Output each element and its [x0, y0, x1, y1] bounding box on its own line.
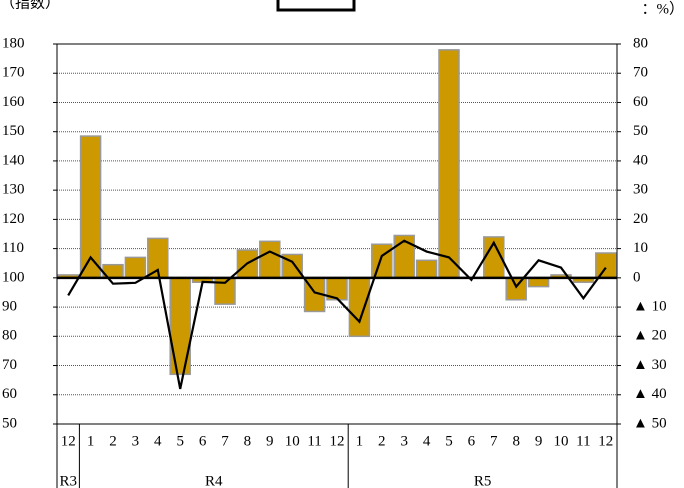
bar [595, 252, 617, 279]
y2-tick-label: 0 [633, 269, 641, 285]
plot-frame [56, 43, 618, 425]
y-tick-label: 60 [2, 386, 17, 402]
bar [438, 49, 460, 279]
x-tick-label: 4 [154, 433, 162, 449]
x-tick-label: 12 [330, 433, 345, 449]
x-tick-label: 11 [576, 433, 590, 449]
bar [505, 277, 527, 301]
x-tick-label: 10 [554, 433, 569, 449]
y-tick-label: 160 [2, 94, 25, 110]
x-tick-label: 4 [423, 433, 431, 449]
y2-tick-label: ▲ 20 [633, 328, 667, 344]
y-tick-label: 130 [2, 182, 25, 198]
y-tick-label: 180 [2, 35, 25, 51]
y-tick-label: 80 [2, 328, 17, 344]
y2-tick-label: ▲ 30 [633, 357, 667, 373]
y2-tick-label: ▲ 40 [633, 386, 667, 402]
y2-tick-label: 50 [633, 123, 648, 139]
x-tick-label: 12 [598, 433, 613, 449]
left-note: （指数） [0, 0, 60, 11]
x-tick-label: 10 [285, 433, 300, 449]
bar [124, 256, 147, 279]
y2-tick-label: 80 [633, 35, 648, 51]
x-tick-label: 8 [512, 433, 520, 449]
x-tick-label: 7 [490, 433, 498, 449]
x-tick-label: 9 [266, 433, 274, 449]
y2-tick-label: ▲ 10 [633, 299, 667, 315]
x-tick-label: 11 [307, 433, 321, 449]
bar [527, 277, 550, 288]
group-label: R3 [59, 473, 77, 488]
x-tick-label: 6 [199, 433, 207, 449]
group-label: R5 [474, 473, 492, 488]
y2-tick-label: 30 [633, 182, 648, 198]
y-tick-label: 110 [2, 240, 24, 256]
y-tick-label: 70 [2, 357, 17, 373]
line [67, 239, 607, 390]
x-tick-label: 12 [61, 433, 76, 449]
bar [348, 277, 371, 338]
x-tick-label: 7 [221, 433, 229, 449]
y-tick-label: 100 [2, 269, 25, 285]
y2-tick-label: 40 [633, 152, 648, 168]
x-tick-label: 1 [87, 433, 95, 449]
x-tick-label: 6 [468, 433, 476, 449]
y2-tick-label: ▲ 50 [633, 415, 667, 431]
bar [259, 240, 281, 279]
y-tick-label: 120 [2, 211, 25, 227]
right-note: ：%） [642, 0, 684, 17]
x-tick-label: 5 [445, 433, 453, 449]
x-tick-label: 2 [378, 433, 386, 449]
y-tick-label: 150 [2, 123, 25, 139]
bar [371, 243, 393, 279]
legend-box [276, 0, 356, 12]
y-tick-label: 50 [2, 415, 17, 431]
y-tick-label: 140 [2, 152, 25, 168]
x-tick-label: 5 [176, 433, 184, 449]
bar [415, 259, 438, 279]
y2-tick-label: 10 [633, 240, 648, 256]
y2-tick-label: 60 [633, 94, 648, 110]
x-tick-label: 2 [109, 433, 117, 449]
x-tick-label: 8 [244, 433, 252, 449]
y-tick-label: 170 [2, 65, 25, 81]
y-tick-label: 90 [2, 299, 17, 315]
x-tick-label: 3 [400, 433, 408, 449]
x-tick-label: 3 [132, 433, 140, 449]
x-tick-label: 1 [356, 433, 364, 449]
y2-tick-label: 70 [633, 65, 648, 81]
y2-tick-label: 20 [633, 211, 648, 227]
x-tick-label: 9 [535, 433, 543, 449]
group-label: R4 [205, 473, 223, 488]
